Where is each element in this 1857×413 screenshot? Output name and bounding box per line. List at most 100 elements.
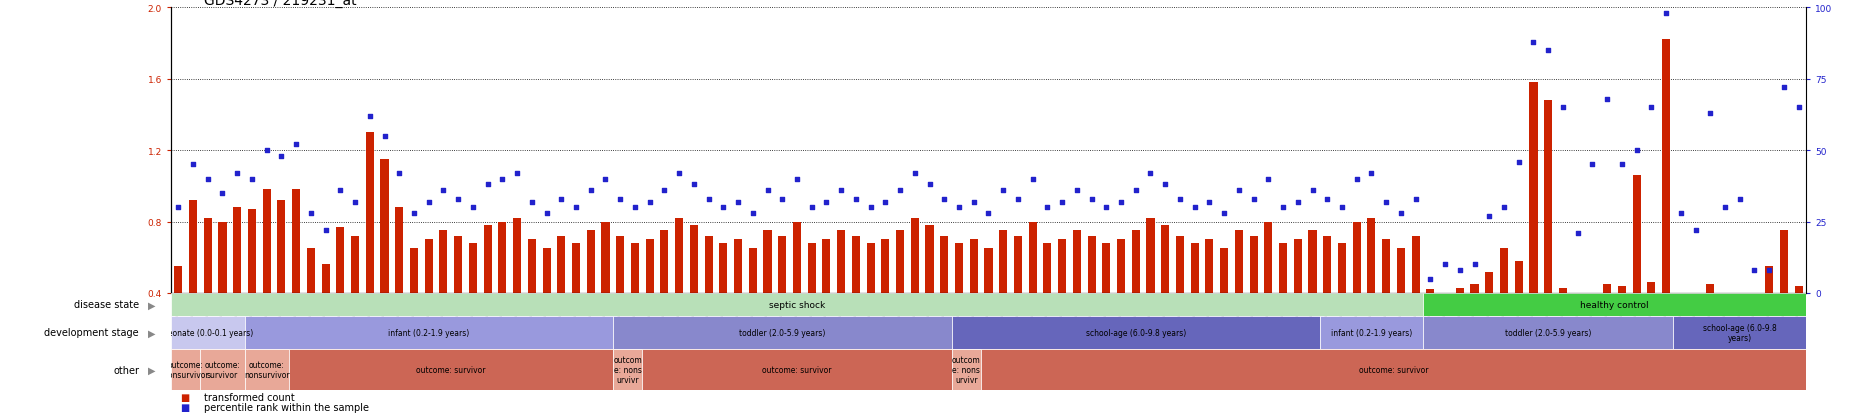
Bar: [734, 240, 741, 293]
Point: [899, 170, 928, 177]
Text: ▶: ▶: [149, 365, 156, 375]
Bar: [925, 225, 932, 293]
Text: outcom
e: nons
urvivr: outcom e: nons urvivr: [613, 356, 643, 384]
Point: [782, 176, 812, 183]
Point: [1239, 196, 1268, 202]
Bar: [954, 243, 962, 293]
Bar: [1161, 225, 1168, 293]
Bar: [793, 222, 800, 293]
Bar: [351, 236, 358, 293]
Text: neonate (0.0-0.1 years): neonate (0.0-0.1 years): [163, 328, 253, 337]
Point: [1430, 261, 1460, 268]
Point: [708, 204, 737, 211]
Point: [1326, 204, 1356, 211]
Point: [1474, 213, 1504, 220]
Point: [429, 188, 459, 194]
Point: [325, 188, 355, 194]
Point: [355, 113, 384, 120]
Bar: [999, 231, 1006, 293]
Point: [280, 142, 310, 148]
Text: percentile rank within the sample: percentile rank within the sample: [204, 402, 370, 412]
Text: infant (0.2-1.9 years): infant (0.2-1.9 years): [1330, 328, 1411, 337]
Bar: [1190, 243, 1198, 293]
Point: [1356, 170, 1385, 177]
Point: [561, 204, 591, 211]
Bar: [940, 236, 947, 293]
Point: [1621, 147, 1651, 154]
Bar: [1352, 222, 1359, 293]
Bar: [232, 208, 241, 293]
Point: [178, 161, 208, 169]
Bar: [1318, 316, 1422, 349]
Point: [797, 204, 826, 211]
Point: [1281, 199, 1311, 205]
Bar: [1292, 240, 1302, 293]
Point: [1636, 105, 1666, 112]
Bar: [1057, 240, 1066, 293]
Bar: [1044, 243, 1051, 293]
Point: [1666, 210, 1695, 217]
Point: [678, 182, 708, 188]
Bar: [1426, 290, 1434, 293]
Text: ▶: ▶: [149, 328, 156, 337]
Point: [459, 204, 488, 211]
Bar: [1558, 288, 1565, 293]
Point: [722, 199, 752, 205]
Bar: [189, 201, 197, 293]
Point: [1090, 204, 1120, 211]
Point: [1075, 196, 1105, 202]
Bar: [951, 316, 1318, 349]
Bar: [808, 243, 815, 293]
Text: outcom
e: nons
urvivr: outcom e: nons urvivr: [951, 356, 980, 384]
Point: [487, 176, 516, 183]
Point: [340, 199, 370, 205]
Point: [1460, 261, 1489, 268]
Bar: [984, 249, 992, 293]
Point: [1018, 176, 1047, 183]
Bar: [288, 349, 613, 390]
Bar: [453, 236, 462, 293]
Bar: [1484, 272, 1493, 293]
Bar: [336, 227, 344, 293]
Point: [1723, 196, 1753, 202]
Bar: [778, 236, 786, 293]
Point: [605, 196, 635, 202]
Bar: [201, 349, 245, 390]
Bar: [1131, 231, 1138, 293]
Point: [1783, 105, 1812, 112]
Point: [1105, 199, 1135, 205]
Bar: [1705, 284, 1714, 293]
Bar: [1422, 293, 1805, 316]
Bar: [644, 240, 654, 293]
Point: [1149, 182, 1179, 188]
Bar: [247, 209, 256, 293]
Point: [958, 199, 988, 205]
Text: school-age (6.0-9.8 years): school-age (6.0-9.8 years): [1084, 328, 1185, 337]
Point: [1062, 188, 1092, 194]
Bar: [245, 316, 613, 349]
Point: [1179, 204, 1209, 211]
Point: [914, 182, 943, 188]
Text: ▶: ▶: [149, 299, 156, 310]
Bar: [277, 201, 286, 293]
Bar: [1603, 284, 1610, 293]
Text: ■: ■: [180, 402, 189, 412]
Bar: [542, 249, 550, 293]
Point: [1517, 39, 1547, 46]
Text: outcome:
survivor: outcome: survivor: [204, 360, 240, 379]
Point: [1400, 196, 1430, 202]
Bar: [838, 231, 845, 293]
Bar: [219, 222, 227, 293]
Text: healthy control: healthy control: [1578, 300, 1647, 309]
Bar: [1250, 236, 1257, 293]
Bar: [171, 349, 201, 390]
Bar: [527, 240, 535, 293]
Point: [1047, 199, 1077, 205]
Text: outcome: survivor: outcome: survivor: [761, 365, 832, 374]
Point: [1681, 227, 1710, 234]
Point: [812, 199, 841, 205]
Point: [665, 170, 695, 177]
Point: [370, 133, 399, 140]
Bar: [1205, 240, 1213, 293]
Bar: [823, 240, 830, 293]
